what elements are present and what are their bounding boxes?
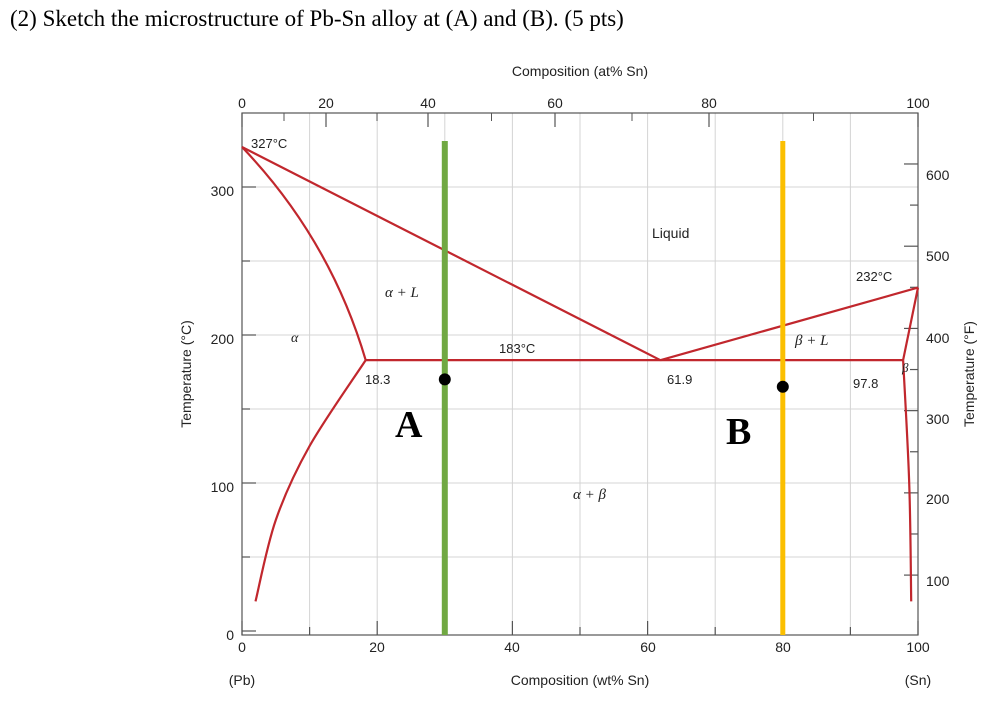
right-axis-title: Temperature (°F) <box>961 321 977 427</box>
right-tick-label: 500 <box>926 248 950 264</box>
alpha-l-region-label: α + L <box>385 285 419 301</box>
top-tick-label: 20 <box>318 95 334 111</box>
solvus-right-line <box>902 360 913 602</box>
point-a-label: A <box>395 404 423 446</box>
bottom-tick-label: 60 <box>640 639 656 655</box>
solidus-right-line <box>902 287 920 361</box>
top-axis-title: Composition (at% Sn) <box>512 63 648 79</box>
beta-region-label: β <box>901 360 909 375</box>
grid-lines <box>242 113 918 635</box>
alpha-limit-label: 18.3 <box>365 372 390 387</box>
solidus-left-line <box>241 146 367 361</box>
beta-limit-label: 97.8 <box>853 376 878 391</box>
right-tick-label: 300 <box>926 411 950 427</box>
pb-label: (Pb) <box>229 672 255 688</box>
eutectic-comp-label: 61.9 <box>667 372 692 387</box>
right-tick-label: 200 <box>926 491 950 507</box>
bottom-tick-label: 0 <box>238 639 246 655</box>
eutectic-temp-label: 183°C <box>499 341 535 356</box>
alpha-beta-region-label: α + β <box>573 487 606 503</box>
bottom-axis-title: Composition (wt% Sn) <box>511 672 650 688</box>
liquidus-left-line <box>241 146 661 362</box>
top-tick-label: 80 <box>701 95 717 111</box>
sn-melting-label: 232°C <box>856 269 892 284</box>
pb-melting-label: 327°C <box>251 136 287 151</box>
liquid-region-label: Liquid <box>652 225 689 241</box>
left-tick-label: 0 <box>226 627 234 643</box>
bottom-tick-label: 100 <box>906 639 930 655</box>
left-tick-label: 200 <box>211 331 235 347</box>
left-tick-label: 300 <box>211 183 235 199</box>
bottom-tick-label: 40 <box>504 639 520 655</box>
question-text: (2) Sketch the microstructure of Pb-Sn a… <box>10 6 624 31</box>
sn-label: (Sn) <box>905 672 931 688</box>
alpha-region-label: α <box>291 331 299 346</box>
bottom-tick-label: 80 <box>775 639 791 655</box>
alloy-b-point <box>776 380 789 393</box>
beta-l-region-label: β + L <box>794 333 828 349</box>
right-tick-label: 400 <box>926 330 950 346</box>
alloy-a-point <box>438 373 451 386</box>
right-tick-label: 600 <box>926 167 950 183</box>
liquidus-right-line <box>660 286 919 362</box>
point-b-label: B <box>726 411 751 453</box>
left-axis-title: Temperature (°C) <box>178 320 194 428</box>
bottom-tick-label: 20 <box>369 639 385 655</box>
top-tick-label: 40 <box>420 95 436 111</box>
top-tick-label: 100 <box>906 95 930 111</box>
top-tick-label: 60 <box>547 95 563 111</box>
left-tick-label: 100 <box>211 479 235 495</box>
right-tick-label: 100 <box>926 573 950 589</box>
top-tick-label: 0 <box>238 95 246 111</box>
solvus-left-line <box>254 359 367 602</box>
